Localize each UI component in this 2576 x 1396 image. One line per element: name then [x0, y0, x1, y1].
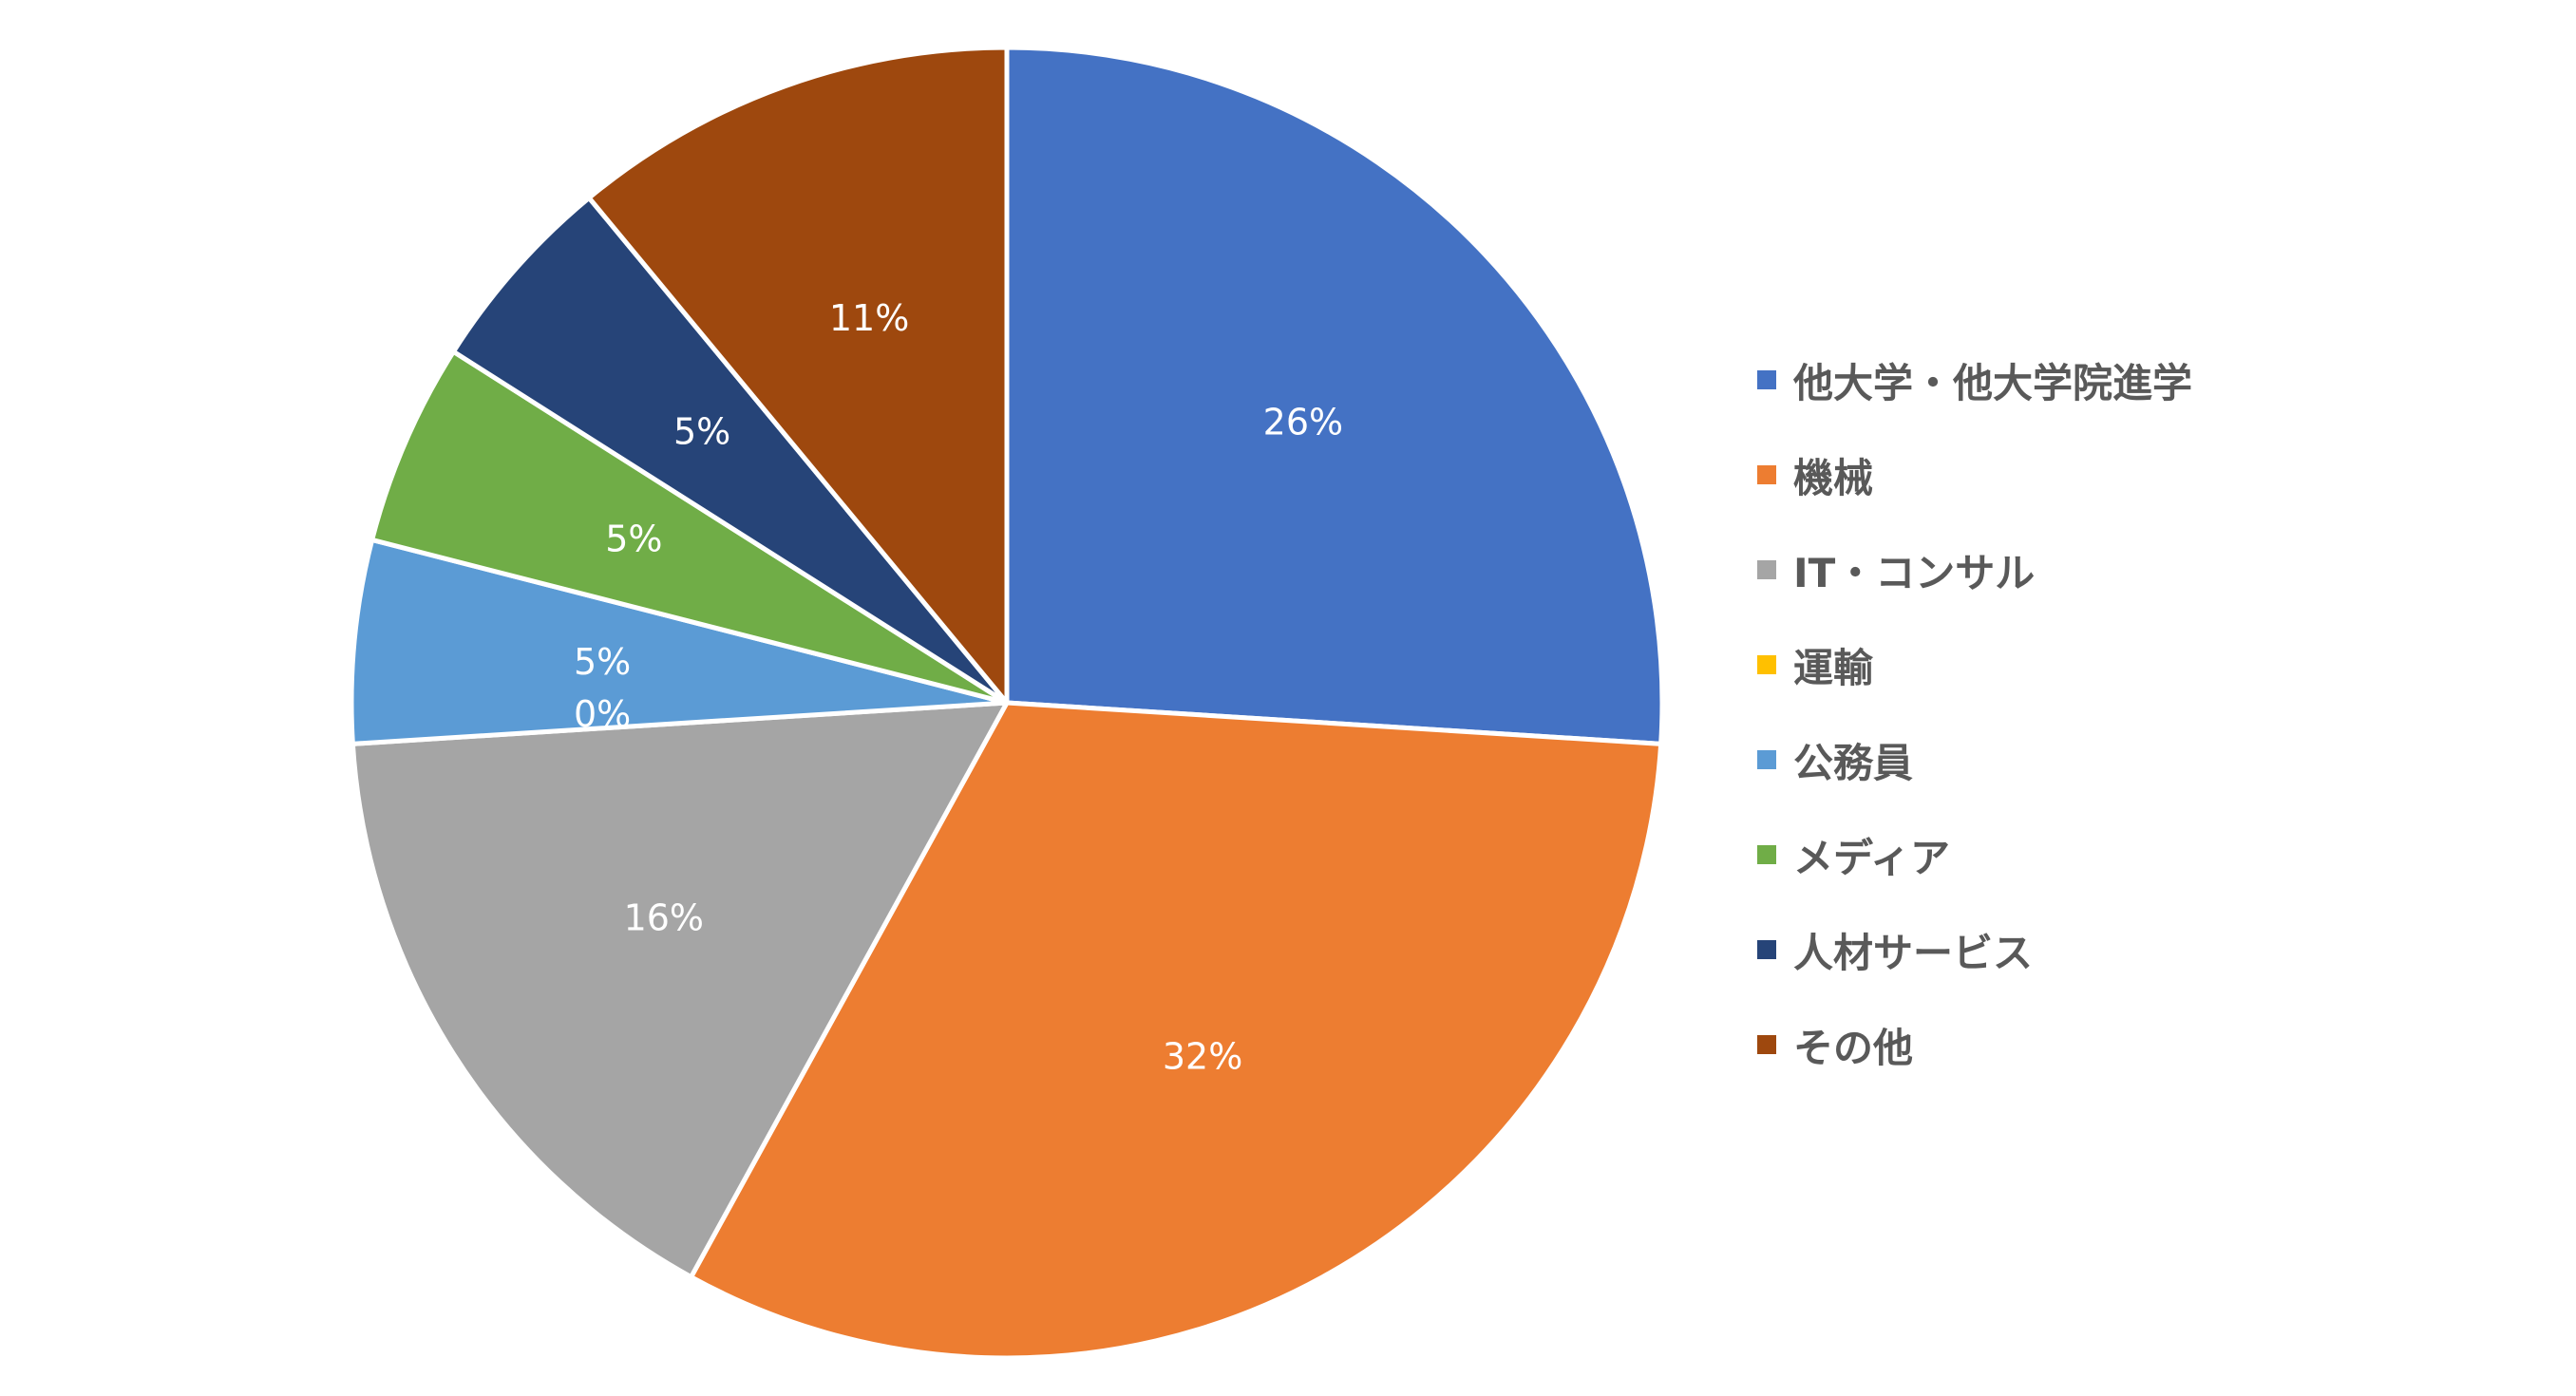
legend-label-0: 他大学・他大学院進学: [1793, 359, 2193, 406]
legend-swatch-3: [1757, 655, 1776, 674]
legend-label-5: メディア: [1793, 834, 1951, 881]
legend-swatch-4: [1757, 750, 1776, 769]
pie-slices: [349, 45, 1665, 1361]
chart-legend: 他大学・他大学院進学 機械 IT・コンサル 運輸公務員メディア人材サービス その他: [1757, 332, 2192, 1092]
pie-slice-1: [689, 700, 1664, 1361]
legend-swatch-0: [1757, 370, 1776, 389]
legend-item-5: メディア: [1757, 807, 2192, 902]
legend-item-3: 運輸: [1757, 617, 2192, 712]
legend-swatch-6: [1757, 940, 1776, 959]
pie-slice-6: [450, 195, 1010, 706]
legend-item-7: その他: [1757, 997, 2192, 1092]
legend-item-2: IT・コンサル: [1757, 522, 2192, 617]
legend-label-6: 人材サービス: [1793, 929, 2034, 976]
legend-swatch-2: [1757, 560, 1776, 579]
pie-data-labels: 26% 32% 16% 0% 5% 5% 5% 11%: [574, 297, 1343, 1077]
pie-data-label-5: 5%: [605, 519, 662, 560]
legend-item-4: 公務員: [1757, 712, 2192, 807]
pie-slice-5: [369, 349, 1010, 706]
legend-item-6: 人材サービス: [1757, 902, 2192, 997]
pie-data-label-3: 0%: [574, 693, 631, 735]
legend-swatch-7: [1757, 1035, 1776, 1054]
legend-label-7: その他: [1793, 1024, 1914, 1071]
legend-label-2: IT・コンサル: [1793, 549, 2036, 596]
pie-slice-2: [350, 700, 1010, 1280]
pie-slice-7: [586, 45, 1010, 706]
pie-slice-4: [349, 537, 1010, 746]
legend-label-1: 機械: [1793, 454, 1874, 501]
pie-data-label-6: 5%: [673, 411, 730, 453]
legend-swatch-1: [1757, 465, 1776, 484]
legend-item-1: 機械: [1757, 427, 2192, 522]
pie-data-label-2: 16%: [624, 897, 704, 939]
pie-data-label-7: 11%: [829, 297, 909, 339]
legend-label-3: 運輸: [1793, 644, 1874, 691]
pie-slice-0: [1004, 45, 1665, 746]
legend-item-0: 他大学・他大学院進学: [1757, 332, 2192, 427]
pie-data-label-0: 26%: [1263, 402, 1343, 443]
legend-label-4: 公務員: [1793, 739, 1914, 786]
legend-swatch-5: [1757, 845, 1776, 864]
pie-data-label-4: 5%: [574, 641, 631, 683]
pie-data-label-1: 32%: [1163, 1035, 1242, 1077]
